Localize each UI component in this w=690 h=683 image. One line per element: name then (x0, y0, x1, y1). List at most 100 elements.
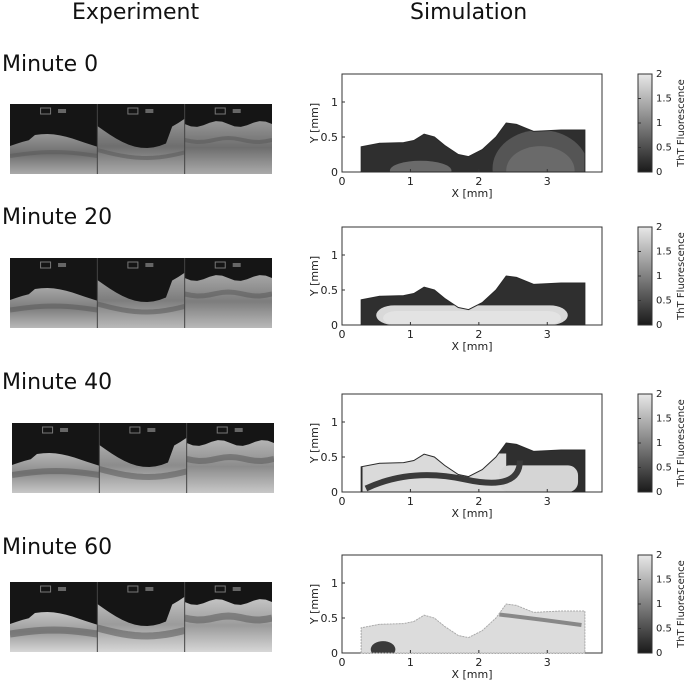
row-label-minute-40: Minute 40 (2, 370, 113, 395)
x-tick-label: 2 (475, 328, 482, 341)
colorbar-tick-label: 1.5 (656, 247, 672, 258)
x-axis-label: X [mm] (451, 507, 492, 520)
x-tick-label: 1 (407, 495, 414, 508)
row-label-minute-20: Minute 20 (2, 205, 113, 230)
scale-marker (127, 261, 139, 269)
y-tick-label: 0 (331, 166, 338, 179)
colorbar-label: ThT Fluorescence (676, 399, 687, 488)
x-tick-label: 1 (407, 175, 414, 188)
colony-region (186, 440, 274, 493)
scale-marker (145, 587, 154, 591)
x-tick-label: 2 (475, 495, 482, 508)
x-tick-label: 0 (339, 656, 346, 669)
colorbar-tick-label: 2 (656, 222, 662, 233)
colorbar-tick-label: 1.5 (656, 575, 672, 586)
y-tick-label: 1 (331, 577, 338, 590)
scale-marker (232, 587, 241, 591)
fluorescence-region (383, 311, 561, 325)
scale-marker (232, 263, 241, 267)
x-tick-label: 2 (475, 656, 482, 669)
fluorescence-band (9, 626, 98, 638)
colony-region (184, 275, 272, 328)
colorbar-tick-label: 0 (656, 167, 662, 178)
scale-marker (58, 109, 67, 113)
scale-marker (145, 263, 154, 267)
colorbar-tick-label: 0.5 (656, 463, 672, 474)
x-axis-label: X [mm] (451, 668, 492, 681)
y-tick-label: 0 (331, 647, 338, 660)
x-tick-label: 2 (475, 175, 482, 188)
colorbar-tick-label: 1.5 (656, 94, 672, 105)
y-axis-label: Y [mm] (308, 584, 321, 625)
scale-marker (127, 585, 139, 593)
y-tick-label: 0.5 (321, 131, 339, 144)
scale-marker (58, 587, 67, 591)
x-tick-label: 3 (544, 656, 551, 669)
fluorescence-band (96, 624, 186, 640)
fluorescence-band (499, 612, 582, 627)
x-tick-label: 0 (339, 175, 346, 188)
fluorescence-band (186, 453, 275, 464)
experiment-header: Experiment (72, 0, 200, 25)
colorbar-tick-label: 0.5 (656, 624, 672, 635)
colony-region (10, 134, 98, 174)
x-tick-label: 0 (339, 495, 346, 508)
y-tick-label: 0.5 (321, 451, 339, 464)
experiment-image-minute-0 (9, 104, 273, 174)
scale-marker (214, 261, 226, 269)
scale-marker (58, 263, 67, 267)
fluorescence-band (9, 303, 98, 313)
colorbar-tick-label: 1 (656, 271, 662, 282)
colorbar-label: ThT Fluorescence (676, 79, 687, 168)
colorbar-tick-label: 1 (656, 438, 662, 449)
scale-marker (60, 428, 69, 432)
fluorescence-region (506, 146, 575, 172)
colorbar-tick-label: 1 (656, 118, 662, 129)
colorbar-tick-label: 0 (656, 648, 662, 659)
colony-region (99, 437, 187, 493)
y-axis-label: Y [mm] (308, 103, 321, 144)
y-tick-label: 0 (331, 486, 338, 499)
fluorescence-band (11, 467, 100, 478)
fluorescence-band (183, 612, 273, 624)
scale-marker (234, 428, 243, 432)
scale-marker (147, 428, 156, 432)
x-tick-label: 3 (544, 495, 551, 508)
y-tick-label: 0 (331, 319, 338, 332)
colony-region (184, 121, 272, 174)
experiment-image-minute-60 (9, 582, 273, 652)
scale-marker (127, 107, 139, 115)
y-tick-label: 0.5 (321, 284, 339, 297)
y-axis-label: Y [mm] (308, 256, 321, 297)
colony-boundary (360, 442, 586, 493)
colorbar-tick-label: 0 (656, 320, 662, 331)
fluorescence-band (96, 148, 186, 160)
scale-marker (214, 585, 226, 593)
fluorescence-region (389, 160, 452, 172)
scale-marker (232, 109, 241, 113)
colony-region (184, 599, 272, 652)
colorbar-tick-label: 2 (656, 550, 662, 561)
x-tick-label: 1 (407, 656, 414, 669)
colorbar-label: ThT Fluorescence (676, 560, 687, 649)
colony-boundary (360, 603, 586, 654)
scale-marker (216, 426, 228, 434)
fluorescence-band (184, 289, 273, 299)
row-label-minute-60: Minute 60 (2, 535, 113, 560)
fluorescence-region (370, 641, 396, 653)
colorbar-label: ThT Fluorescence (676, 232, 687, 321)
row-label-minute-0: Minute 0 (2, 52, 99, 77)
x-tick-label: 3 (544, 328, 551, 341)
simulation-plot-minute-60: 0 1 2 3 0 0.5 1 X [mm] Y [mm] 0 0.5 1 1.5 2 ThT Fluore… (300, 543, 687, 681)
scale-marker (40, 585, 52, 593)
colorbar-tick-label: 0.5 (656, 143, 672, 154)
x-axis-label: X [mm] (451, 340, 492, 353)
x-tick-label: 3 (544, 175, 551, 188)
y-tick-label: 0.5 (321, 612, 339, 625)
colony-boundary (360, 275, 586, 326)
colony-boundary (360, 122, 586, 173)
y-tick-label: 1 (331, 96, 338, 109)
simulation-header: Simulation (410, 0, 528, 25)
colorbar-tick-label: 1 (656, 599, 662, 610)
colony-region (97, 118, 185, 174)
